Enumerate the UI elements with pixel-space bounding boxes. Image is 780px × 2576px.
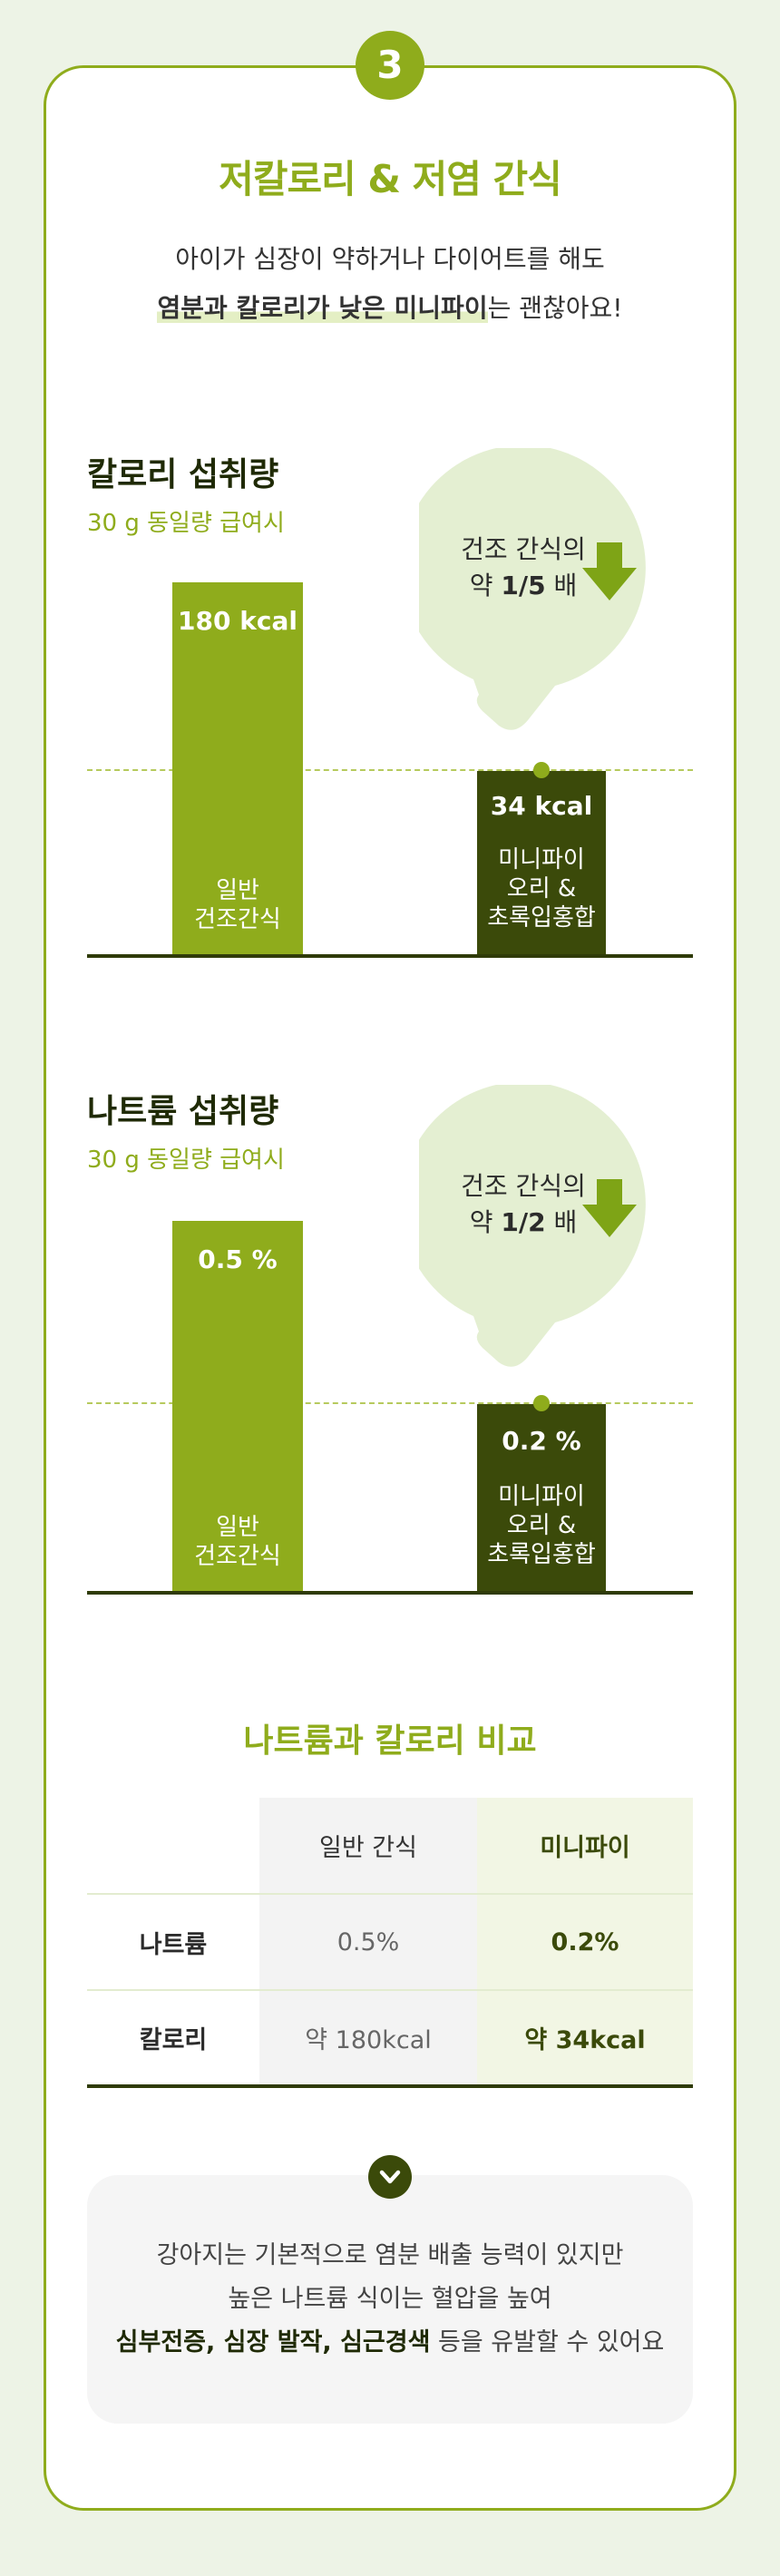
table-header-empty [87, 1798, 259, 1894]
table-row: 나트륨 0.5% 0.2% [87, 1893, 693, 1990]
table-cell-general: 0.5% [259, 1893, 477, 1990]
table-header-minipie: 미니파이 [477, 1798, 693, 1894]
calorie-reference-line [87, 769, 693, 771]
calorie-bar-minipie-value: 34 kcal [490, 791, 593, 821]
calorie-bubble-line-1: 건조 간식의 [461, 534, 586, 564]
sodium-bar-minipie-value: 0.2 % [502, 1426, 581, 1456]
intro-line-2-rest: 는 괜찮아요! [487, 293, 623, 323]
intro-highlight: 염분과 칼로리가 낮은 미니파이 [157, 293, 488, 323]
arrow-down-icon [582, 1179, 637, 1237]
table-row-label: 나트륨 [87, 1893, 259, 1990]
sodium-bar-minipie-label: 미니파이 오리 & 초록입홍합 [487, 1483, 596, 1568]
sodium-bubble-text: 건조 간식의 약 1/2 배 [437, 1168, 609, 1241]
sodium-bubble-line-2: 약 1/2 배 [469, 1207, 578, 1237]
intro-line-2: 염분과 칼로리가 낮은 미니파이는 괜찮아요! [0, 288, 780, 325]
sodium-chart-title: 나트륨 섭취량 [87, 1093, 279, 1130]
sodium-chart-subtitle: 30 g 동일량 급여시 [87, 1147, 285, 1174]
page-title: 저칼로리 & 저염 간식 [219, 157, 562, 201]
calorie-bar-general: 180 kcal 일반 건조간식 [172, 582, 303, 954]
table-cell-general: 약 180kcal [259, 1989, 477, 2088]
table-row: 칼로리 약 180kcal 약 34kcal [87, 1989, 693, 2088]
sodium-bar-general-label: 일반 건조간식 [194, 1514, 281, 1570]
step-badge: 3 [356, 31, 424, 100]
note-emphasis: 심부전증, 심장 발작, 심근경색 [115, 2328, 431, 2356]
sodium-bar-minipie: 0.2 % 미니파이 오리 & 초록입홍합 [477, 1404, 606, 1591]
sodium-marker-dot [533, 1395, 550, 1411]
sodium-bubble [419, 1085, 646, 1367]
sodium-bubble-ratio: 1/2 [501, 1207, 546, 1237]
note-line-1: 강아지는 기본적으로 염분 배출 능력이 있지만 [156, 2241, 624, 2269]
intro-line-1: 아이가 심장이 약하거나 다이어트를 해도 [175, 244, 605, 274]
sodium-bar-general-value: 0.5 % [198, 1244, 278, 1274]
table-header-row: 일반 간식 미니파이 [87, 1798, 693, 1894]
sodium-baseline [87, 1591, 693, 1595]
arrow-down-icon [582, 542, 637, 600]
calorie-bar-minipie-label: 미니파이 오리 & 초록입홍합 [487, 846, 596, 932]
table-cell-minipie: 0.2% [477, 1893, 693, 1990]
table-header-general: 일반 간식 [259, 1798, 477, 1894]
content-card [44, 65, 736, 2511]
note-line-2: 높은 나트륨 식이는 혈압을 높여 [228, 2285, 552, 2313]
warning-note-box: 강아지는 기본적으로 염분 배출 능력이 있지만 높은 나트륨 식이는 혈압을 … [87, 2175, 693, 2424]
sodium-bubble-line-1: 건조 간식의 [461, 1171, 586, 1201]
comparison-table: 일반 간식 미니파이 나트륨 0.5% 0.2% 칼로리 약 180kcal 약… [87, 1798, 693, 2088]
chevron-down-icon [368, 2155, 412, 2199]
comparison-title: 나트륨과 칼로리 비교 [243, 1722, 537, 1760]
calorie-chart-title: 칼로리 섭취량 [87, 456, 279, 493]
calorie-chart-subtitle: 30 g 동일량 급여시 [87, 510, 285, 537]
calorie-bar-general-label: 일반 건조간식 [194, 877, 281, 933]
table-row-label: 칼로리 [87, 1989, 259, 2088]
calorie-bar-minipie: 34 kcal 미니파이 오리 & 초록입홍합 [477, 771, 606, 954]
calorie-marker-dot [533, 762, 550, 778]
table-cell-minipie: 약 34kcal [477, 1989, 693, 2088]
calorie-bar-general-value: 180 kcal [178, 606, 297, 636]
calorie-bubble [419, 448, 646, 730]
calorie-bubble-line-2: 약 1/5 배 [469, 571, 578, 600]
sodium-reference-line [87, 1402, 693, 1404]
calorie-bubble-ratio: 1/5 [501, 571, 546, 600]
calorie-bubble-text: 건조 간식의 약 1/5 배 [437, 532, 609, 604]
sodium-bar-general: 0.5 % 일반 건조간식 [172, 1221, 303, 1591]
note-line-3: 심부전증, 심장 발작, 심근경색 등을 유발할 수 있어요 [115, 2328, 665, 2356]
calorie-baseline [87, 954, 693, 958]
